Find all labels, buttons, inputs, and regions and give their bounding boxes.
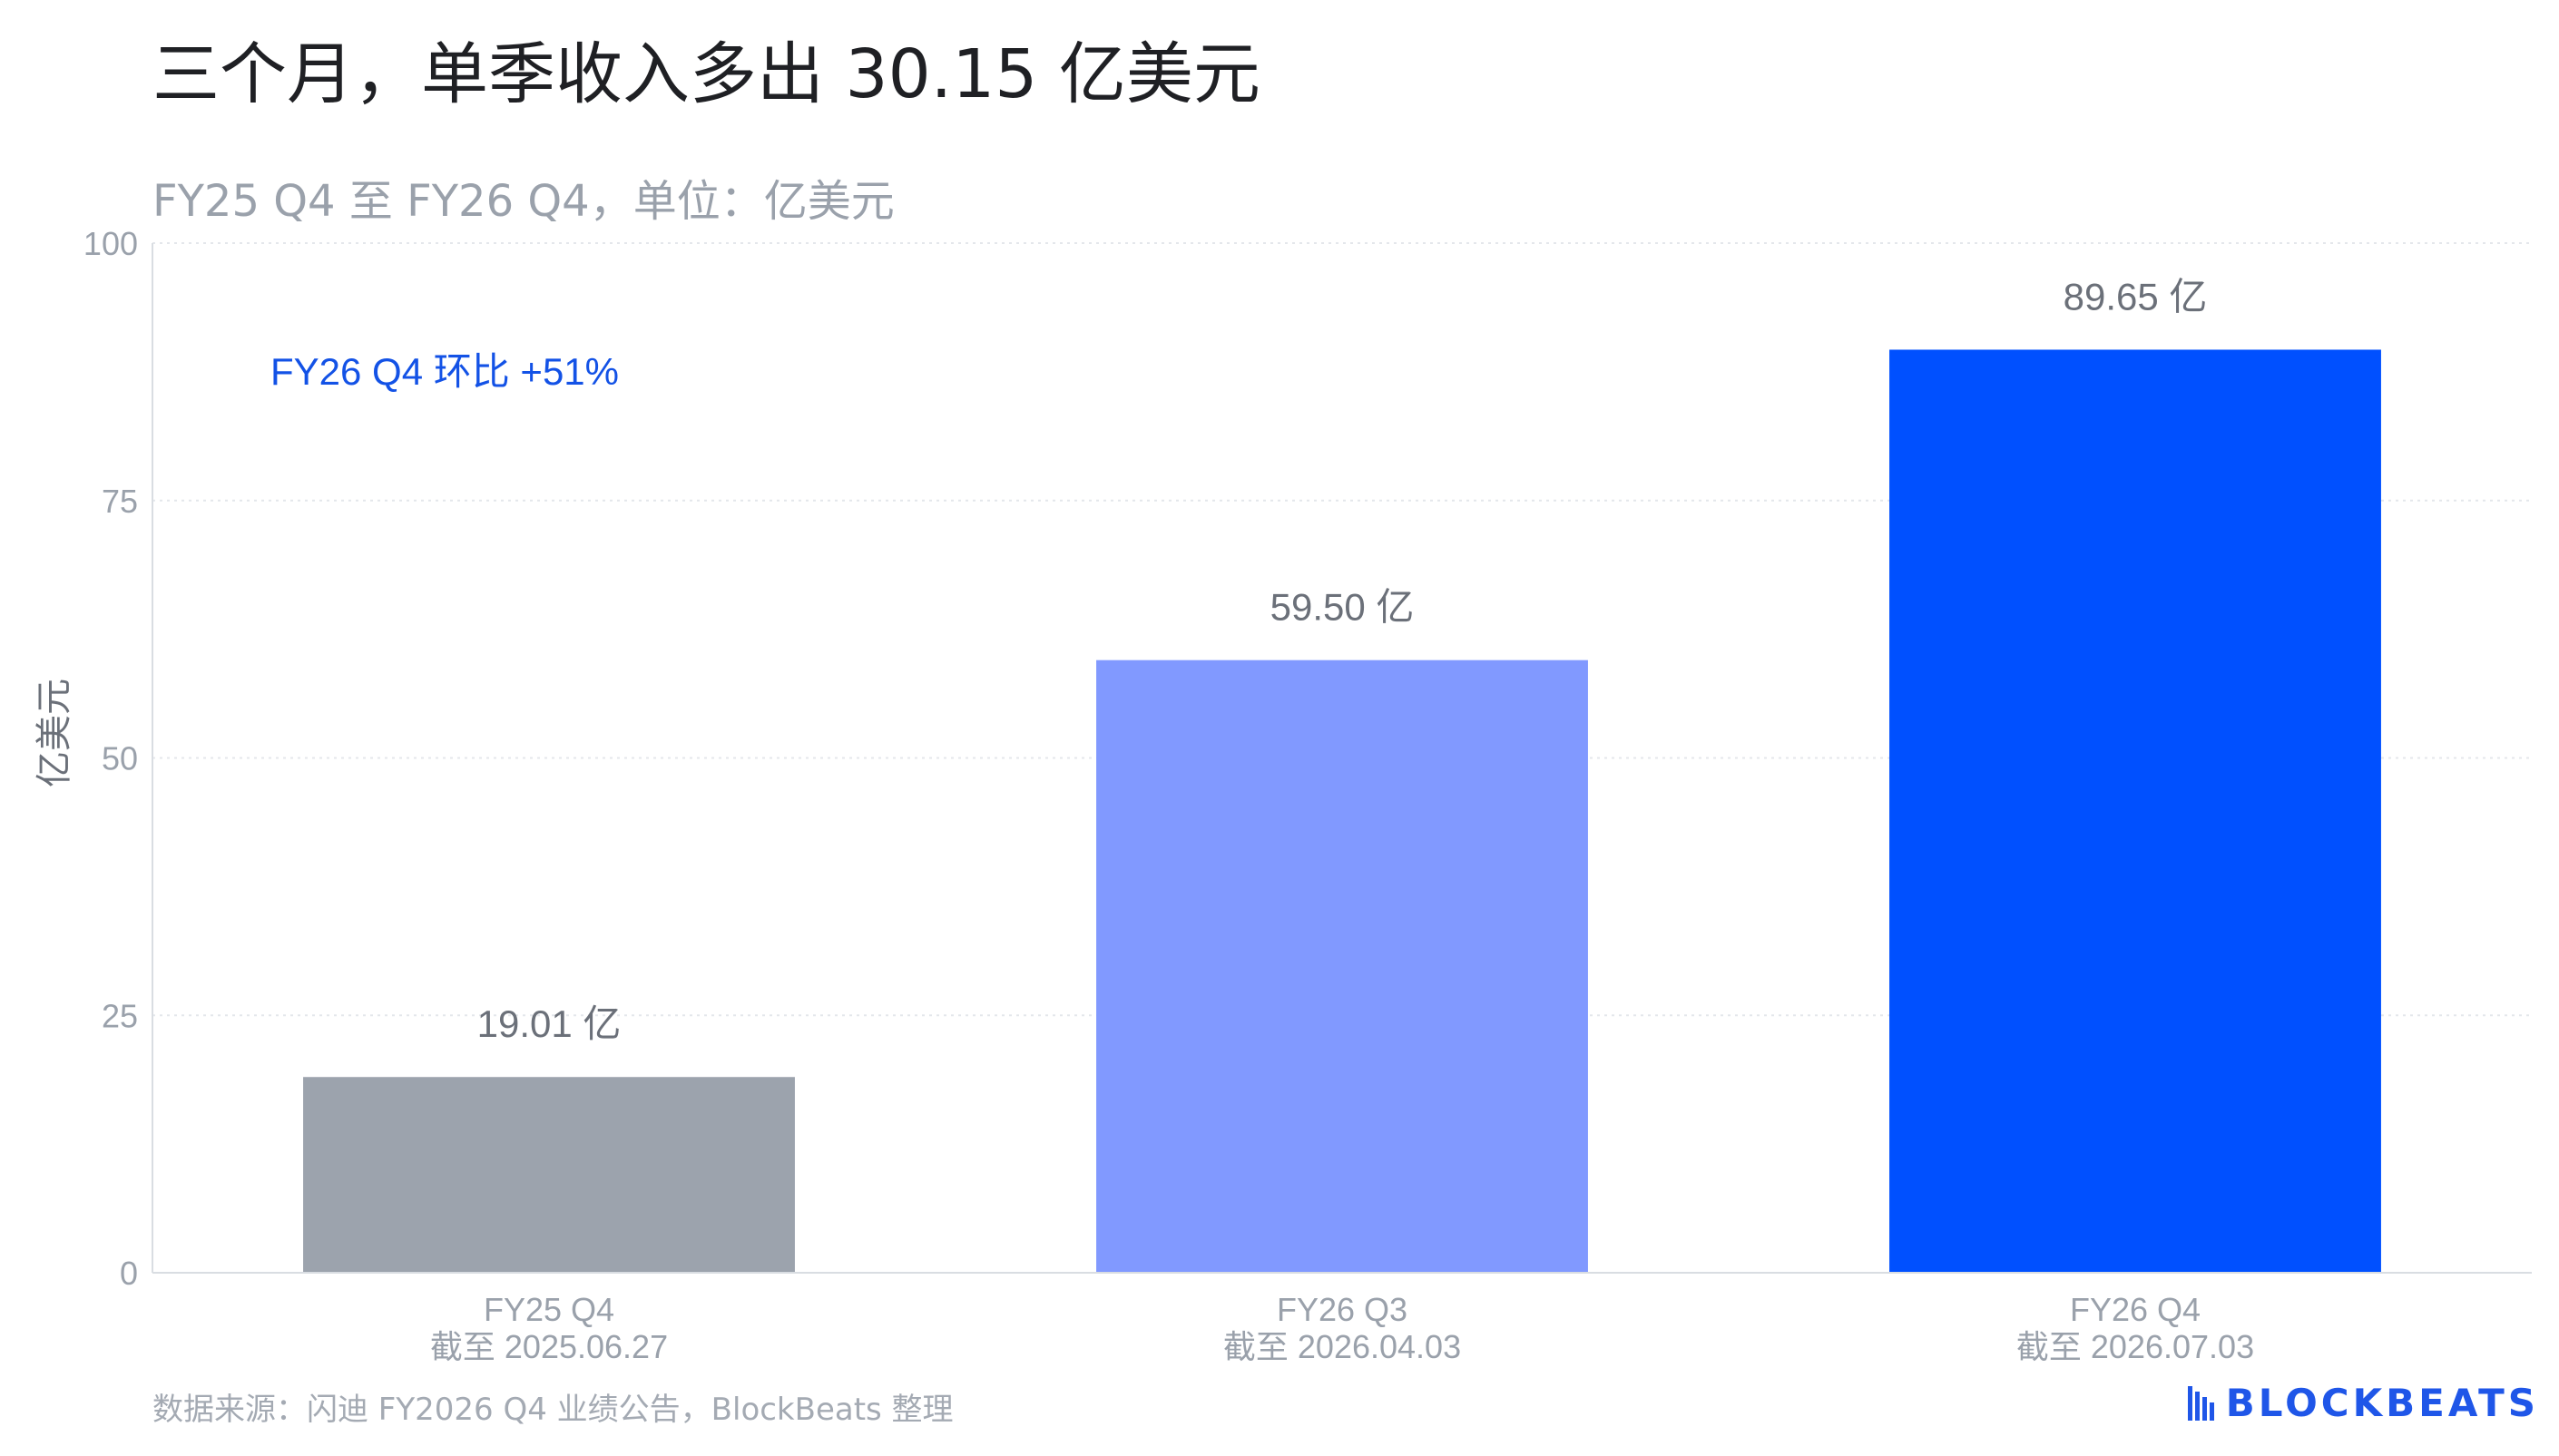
x-tick-label: FY26 Q4	[2070, 1291, 2201, 1328]
y-tick-labels: 0 25 50 75 100	[83, 225, 138, 1292]
x-tick-sublabel: 截至 2026.04.03	[1223, 1328, 1461, 1365]
y-tick-label: 50	[102, 740, 138, 777]
brand-name: BLOCKBEATS	[2225, 1381, 2539, 1425]
blockbeats-logo-icon	[2187, 1385, 2214, 1421]
data-source-note: 数据来源：闪迪 FY2026 Q4 业绩公告，BlockBeats 整理	[152, 1392, 954, 1428]
y-tick-label: 25	[102, 997, 138, 1034]
x-tick-label: FY25 Q4	[484, 1291, 614, 1328]
x-tick-label: FY26 Q3	[1277, 1291, 1407, 1328]
bar	[303, 1077, 795, 1273]
chart-subtitle: FY25 Q4 至 FY26 Q4，单位：亿美元	[152, 176, 895, 227]
bars	[303, 349, 2381, 1273]
bar	[1889, 349, 2381, 1273]
bar	[1096, 660, 1588, 1273]
y-tick-label: 75	[102, 483, 138, 520]
data-label: 89.65 亿	[2064, 275, 2208, 318]
data-label: 59.50 亿	[1270, 586, 1415, 629]
brand-logo: BLOCKBEATS	[2187, 1381, 2539, 1425]
y-tick-label: 0	[120, 1255, 138, 1292]
y-tick-label: 100	[83, 225, 138, 262]
x-tick-sublabel: 截至 2025.06.27	[430, 1328, 668, 1365]
x-tick-sublabel: 截至 2026.07.03	[2016, 1328, 2254, 1365]
chart-title: 三个月，单季收入多出 30.15 亿美元	[152, 35, 1260, 113]
data-label: 19.01 亿	[477, 1002, 622, 1045]
data-labels: 19.01 亿 59.50 亿 89.65 亿	[477, 275, 2208, 1045]
growth-annotation: FY26 Q4 环比 +51%	[270, 350, 619, 393]
